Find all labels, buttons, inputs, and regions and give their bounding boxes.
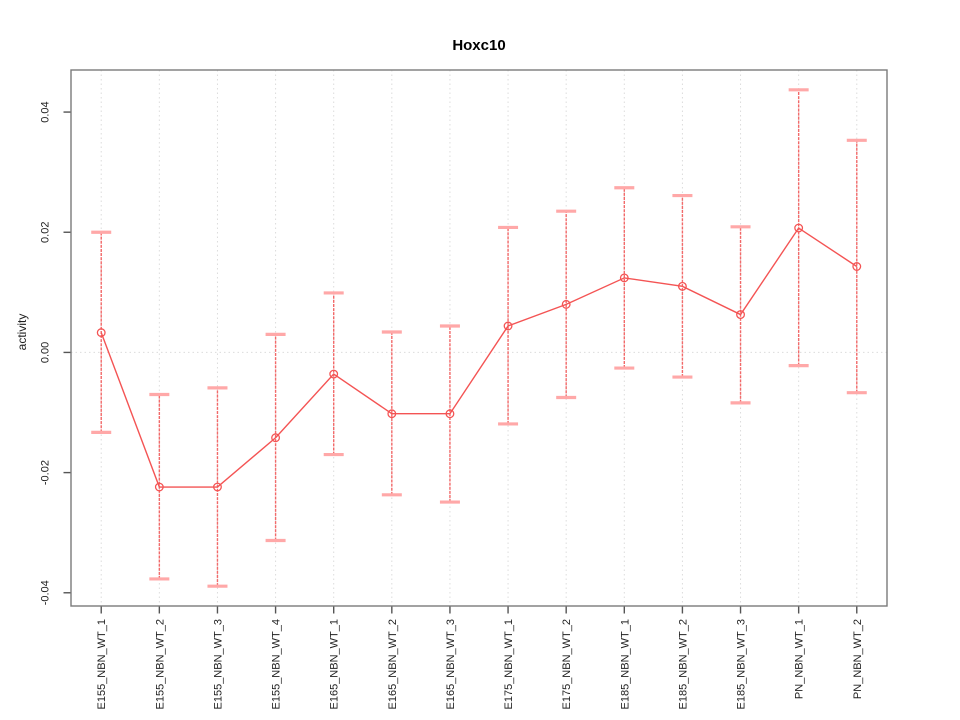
x-tick-label: E175_NBN_WT_2 (561, 619, 573, 710)
x-tick-label: E155_NBN_WT_4 (271, 619, 283, 710)
data-point (387, 409, 397, 419)
x-tick-label: E185_NBN_WT_3 (736, 619, 748, 710)
x-tick-label: E165_NBN_WT_1 (329, 619, 341, 710)
data-point (213, 482, 222, 492)
data-point (503, 321, 513, 331)
x-tick-label: E155_NBN_WT_2 (154, 619, 166, 710)
data-point (561, 299, 571, 309)
x-tick-label: E175_NBN_WT_1 (503, 619, 515, 710)
y-tick-label: 0.00 (40, 342, 52, 363)
plot-box (70, 69, 888, 607)
data-point (736, 310, 745, 320)
data-point (445, 409, 455, 419)
series-line (100, 227, 858, 488)
y-tick-label: -0.04 (40, 580, 52, 605)
data-point (329, 369, 339, 379)
data-point (677, 281, 687, 291)
data-point (852, 262, 862, 271)
x-tick-label: E155_NBN_WT_3 (212, 619, 224, 710)
data-point (619, 273, 629, 283)
x-tick-label: E185_NBN_WT_1 (619, 619, 631, 710)
y-tick-label: 0.02 (40, 222, 52, 243)
x-tick-label: PN_NBN_WT_2 (852, 619, 864, 699)
x-tick-label: E165_NBN_WT_2 (387, 619, 399, 710)
data-point (154, 482, 164, 492)
chart-title: Hoxc10 (452, 37, 506, 54)
y-tick-label: 0.04 (40, 101, 52, 122)
x-tick-label: E165_NBN_WT_3 (445, 619, 457, 710)
x-tick-label: E155_NBN_WT_1 (96, 619, 108, 710)
y-tick-label: -0.02 (40, 460, 52, 485)
x-tick-label: PN_NBN_WT_1 (794, 619, 806, 699)
x-tick-label: E185_NBN_WT_2 (677, 619, 689, 710)
data-point (271, 433, 281, 443)
data-point (794, 223, 804, 233)
data-point (96, 328, 106, 338)
